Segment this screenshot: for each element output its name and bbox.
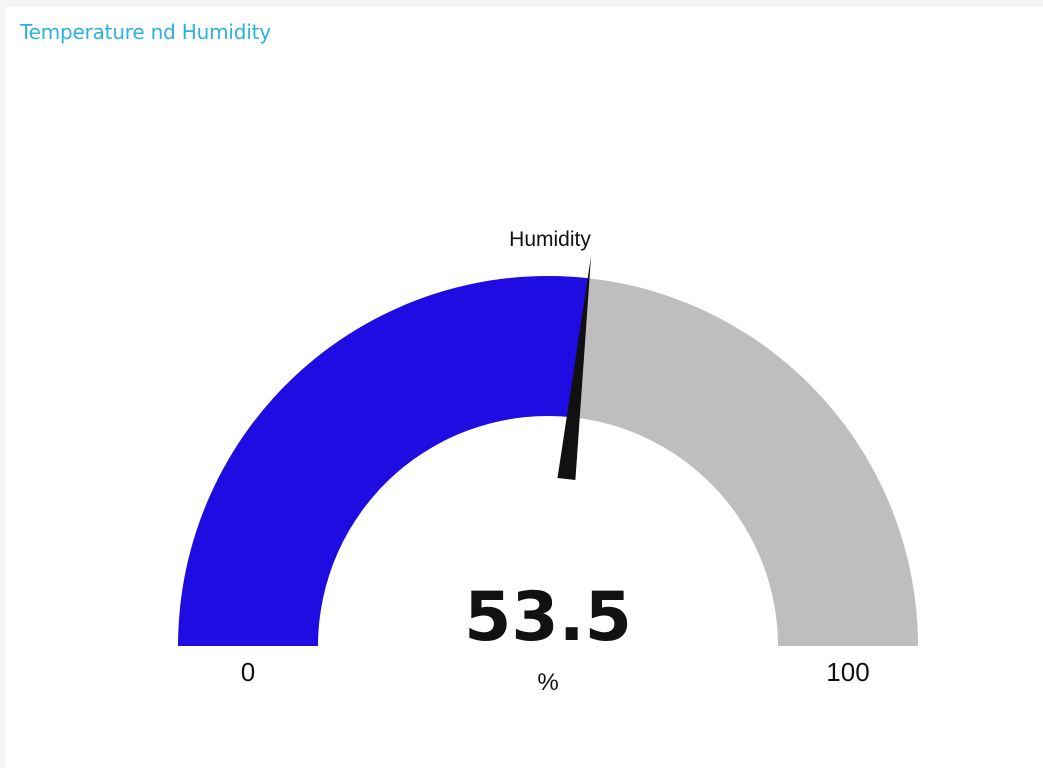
gauge-unit: %: [537, 669, 558, 696]
gauge-min-label: 0: [241, 657, 255, 687]
gauge-label: Humidity: [509, 228, 591, 251]
gauge-remaining-arc: [573, 278, 919, 646]
gauge-max-label: 100: [826, 657, 869, 687]
card-title: Temperature nd Humidity: [20, 20, 271, 44]
gauge-needle: [557, 255, 592, 481]
gauge-value: 53.5: [464, 578, 632, 657]
gauge-filled-arc: [178, 276, 589, 646]
